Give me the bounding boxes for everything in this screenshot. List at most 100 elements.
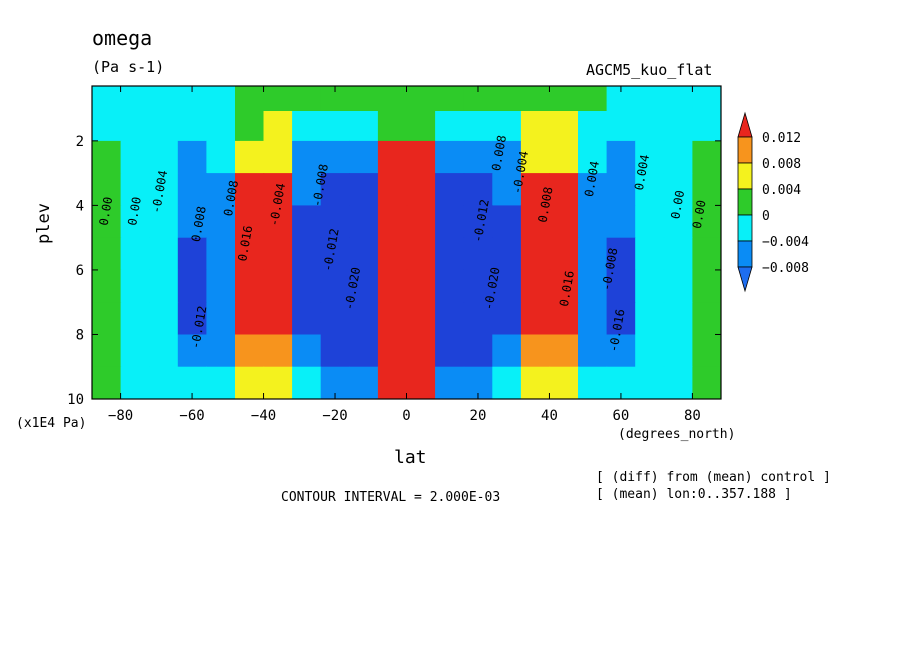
shaded-field — [92, 86, 721, 399]
field-cell — [263, 140, 293, 174]
field-cell — [463, 237, 493, 271]
field-cell — [663, 302, 693, 336]
field-cell — [520, 302, 551, 336]
field-cell — [578, 140, 608, 174]
field-cell — [663, 86, 693, 112]
x-tick-label: −80 — [108, 408, 133, 424]
field-cell — [520, 205, 551, 239]
field-cell — [692, 237, 721, 271]
field-cell — [177, 237, 207, 271]
colorbar-swatch — [737, 162, 753, 190]
field-cell — [206, 302, 236, 336]
field-cell — [492, 111, 522, 142]
field-cell — [406, 366, 436, 399]
field-cell — [492, 173, 522, 206]
x-tick-label: −20 — [322, 408, 347, 424]
field-cell — [92, 86, 122, 112]
field-cell — [206, 237, 236, 271]
colorbar-bottom-arrow — [737, 266, 753, 293]
field-cell — [120, 269, 150, 303]
field-cell — [606, 269, 636, 303]
y-tick-label: 4 — [76, 198, 84, 214]
field-cell — [435, 111, 465, 142]
field-cell — [635, 173, 665, 206]
contour-label: 0.008 — [535, 186, 555, 224]
colorbar-label: 0.012 — [762, 131, 801, 146]
contour-label: 0.004 — [632, 153, 652, 191]
field-cell — [349, 140, 379, 174]
field-cell — [606, 302, 636, 336]
field-cell — [692, 302, 721, 336]
field-cell — [406, 173, 436, 206]
field-cell — [463, 269, 493, 303]
field-cell — [149, 366, 179, 399]
x-tick-label: 60 — [613, 408, 630, 424]
y-axis: 2 4 6 8 10 — [67, 134, 721, 408]
field-cell — [549, 237, 579, 271]
field-cell — [263, 86, 293, 112]
field-cell — [320, 302, 350, 336]
field-cell — [292, 302, 322, 336]
field-cell — [635, 205, 665, 239]
field-cell — [549, 205, 579, 239]
field-cell — [120, 111, 150, 142]
field-cell — [349, 173, 379, 206]
field-cell — [578, 366, 608, 399]
field-cell — [120, 140, 150, 174]
field-cell — [635, 366, 665, 399]
field-cell — [606, 111, 636, 142]
contour-label: 0.00 — [125, 196, 144, 227]
field-cell — [149, 269, 179, 303]
y-unit-label: (x1E4 Pa) — [16, 416, 87, 431]
field-cell — [635, 334, 665, 368]
field-cell — [149, 173, 179, 206]
field-cell — [320, 111, 350, 142]
field-cell — [263, 366, 293, 399]
contour-label: 0.00 — [690, 199, 709, 230]
experiment-label: AGCM5_kuo_flat — [586, 61, 713, 79]
field-cell — [635, 86, 665, 112]
field-cell — [406, 205, 436, 239]
field-cell — [206, 269, 236, 303]
field-cell — [149, 205, 179, 239]
field-cell — [663, 237, 693, 271]
field-cell — [692, 140, 721, 174]
field-cell — [435, 302, 465, 336]
field-cell — [435, 237, 465, 271]
field-cell — [606, 140, 636, 174]
field-cell — [492, 140, 522, 174]
field-cell — [263, 269, 293, 303]
field-cell — [663, 140, 693, 174]
field-cell — [492, 237, 522, 271]
colorbar-label: 0 — [762, 209, 770, 224]
field-cell — [406, 86, 436, 112]
contour-label: 0.008 — [189, 205, 209, 243]
field-cell — [235, 334, 265, 368]
contour-label: 0.016 — [557, 270, 577, 308]
field-cell — [92, 334, 122, 368]
field-cell — [435, 173, 465, 206]
field-cell — [463, 205, 493, 239]
y-axis-title: plev — [34, 203, 54, 244]
field-cell — [292, 140, 322, 174]
field-cell — [292, 86, 322, 112]
field-cell — [406, 140, 436, 174]
colorbar-swatch — [737, 188, 753, 216]
x-axis: −80 −60 −40 −20 0 20 40 60 80 — [108, 86, 701, 424]
field-cell — [349, 269, 379, 303]
field-cell — [320, 237, 350, 271]
field-cell — [549, 86, 579, 112]
field-cell — [149, 237, 179, 271]
variable-title: omega — [92, 26, 153, 50]
field-cell — [435, 86, 465, 112]
x-tick-label: 0 — [402, 408, 410, 424]
field-cell — [406, 269, 436, 303]
field-cell — [349, 366, 379, 399]
field-cell — [549, 366, 579, 399]
field-cell — [349, 334, 379, 368]
y-tick-label: 2 — [76, 134, 84, 150]
field-cell — [177, 302, 207, 336]
field-cell — [549, 173, 579, 206]
field-cell — [663, 334, 693, 368]
field-cell — [235, 140, 265, 174]
